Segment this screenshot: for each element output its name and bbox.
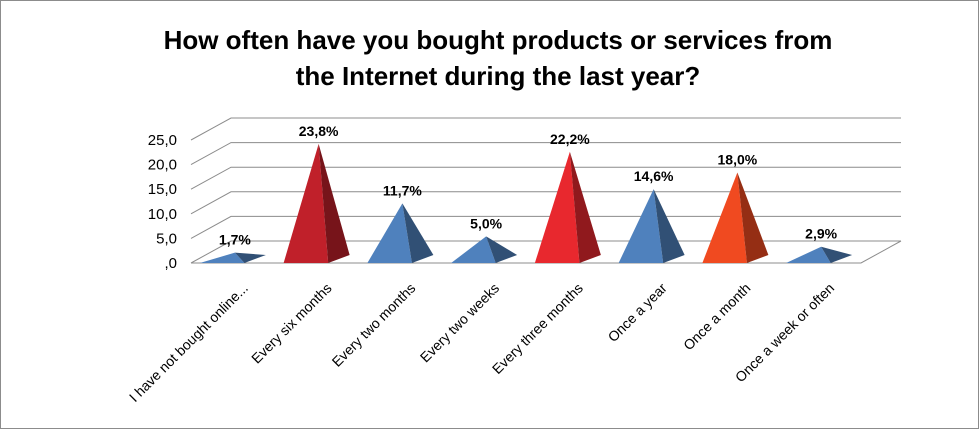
category-label: Every six months	[248, 280, 335, 367]
pyramid-bar	[534, 151, 601, 263]
pyramid-bar	[702, 172, 769, 263]
pyramid-side-face	[234, 252, 266, 263]
category-labels: I have not bought online...Every six mon…	[126, 280, 837, 405]
gridlines	[190, 117, 902, 264]
category-label: Once a month	[680, 280, 753, 353]
pyramid-side-face	[737, 172, 769, 263]
pyramid-front-face	[367, 203, 412, 263]
pyramid-bar	[618, 189, 685, 263]
data-label: 14,6%	[634, 168, 674, 184]
y-axis-tick-labels: ,0 5,0 10,0 15,0 20,0 25,0	[148, 132, 177, 272]
pyramid-front-face	[283, 143, 329, 263]
y-tick-label: ,0	[164, 255, 177, 272]
pyramid-front-face	[451, 236, 496, 263]
pyramid-front-face	[786, 246, 831, 263]
data-label: 1,7%	[219, 232, 251, 248]
gridline	[190, 191, 901, 215]
pyramid-bar	[283, 143, 350, 263]
data-label: 22,2%	[550, 131, 590, 147]
data-label: 5,0%	[470, 215, 502, 231]
category-label: I have not bought online...	[126, 280, 251, 405]
data-label: 23,8%	[299, 123, 339, 139]
y-tick-label: 15,0	[148, 181, 177, 198]
pyramid-front-face	[534, 151, 580, 263]
pyramid-bar	[451, 236, 518, 263]
data-label: 11,7%	[383, 182, 422, 198]
gridline	[190, 215, 901, 239]
y-tick-label: 5,0	[156, 230, 177, 247]
category-label: Every two weeks	[417, 280, 503, 366]
floor-edge	[191, 240, 902, 264]
pyramid-bar	[786, 246, 853, 263]
category-label: Once a year	[605, 280, 670, 345]
pyramid-bar	[367, 203, 434, 263]
pyramid-side-face	[402, 203, 434, 263]
pyramid-side-face	[486, 236, 518, 263]
data-labels: 1,7% 23,8% 11,7% 5,0% 22,2% 14,6% 18,0% 2,9%	[219, 123, 838, 248]
data-label: 2,9%	[805, 226, 837, 242]
category-label: Every two months	[329, 280, 419, 370]
data-label: 18,0%	[718, 151, 758, 167]
y-tick-label: 20,0	[148, 157, 177, 174]
y-tick-label: 25,0	[148, 132, 177, 149]
pyramid-side-face	[569, 151, 601, 263]
pyramid-side-face	[653, 189, 685, 263]
pyramids	[199, 143, 853, 263]
pyramid-side-face	[821, 246, 853, 263]
y-tick-label: 10,0	[148, 206, 177, 223]
chart-title-line-2: the Internet during the last year?	[296, 61, 701, 91]
pyramid-front-face	[199, 252, 245, 263]
gridline	[190, 142, 901, 166]
gridline	[190, 117, 901, 141]
gridline	[190, 166, 901, 190]
pyramid-side-face	[318, 143, 350, 263]
category-label: Every three months	[489, 280, 586, 377]
pyramid-front-face	[702, 172, 747, 263]
pyramid-bar	[199, 252, 266, 263]
chart-title-line-1: How often have you bought products or se…	[164, 25, 833, 55]
pyramid-front-face	[618, 189, 664, 263]
